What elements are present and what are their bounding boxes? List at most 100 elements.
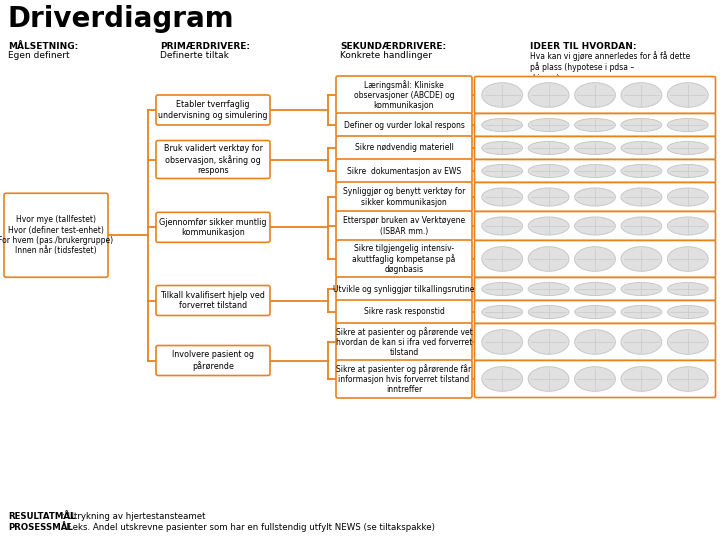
Text: Konkrete handlinger: Konkrete handlinger	[340, 51, 432, 60]
Ellipse shape	[667, 165, 708, 178]
Ellipse shape	[482, 188, 523, 206]
Text: Læringsmål: Kliniske
observasjoner (ABCDE) og
kommunikasjon: Læringsmål: Kliniske observasjoner (ABCD…	[354, 80, 454, 110]
Text: PRIMÆRDRIVERE:: PRIMÆRDRIVERE:	[160, 42, 250, 51]
FancyBboxPatch shape	[156, 95, 270, 125]
FancyBboxPatch shape	[474, 159, 716, 183]
Ellipse shape	[575, 330, 616, 354]
Text: Sikre at pasienter og pårørende vet
hvordan de kan si ifra ved forverret
tilstan: Sikre at pasienter og pårørende vet hvor…	[336, 327, 472, 357]
Ellipse shape	[482, 282, 523, 295]
FancyBboxPatch shape	[336, 113, 472, 137]
Ellipse shape	[621, 118, 662, 132]
Text: Etabler tverrfaglig
undervisning og simulering: Etabler tverrfaglig undervisning og simu…	[158, 100, 268, 120]
FancyBboxPatch shape	[474, 77, 716, 113]
Text: Etterspør bruken av Verktøyene
(ISBAR mm.): Etterspør bruken av Verktøyene (ISBAR mm…	[343, 217, 465, 235]
FancyBboxPatch shape	[474, 278, 716, 300]
FancyBboxPatch shape	[336, 240, 472, 278]
Ellipse shape	[621, 247, 662, 271]
Ellipse shape	[667, 330, 708, 354]
FancyBboxPatch shape	[474, 361, 716, 397]
Ellipse shape	[667, 247, 708, 271]
Ellipse shape	[667, 367, 708, 392]
Text: Driverdiagram: Driverdiagram	[8, 5, 235, 33]
FancyBboxPatch shape	[336, 300, 472, 324]
FancyBboxPatch shape	[474, 240, 716, 278]
Text: PROSESSMÅL: PROSESSMÅL	[8, 523, 73, 532]
Ellipse shape	[528, 217, 569, 235]
Text: Sikre rask responstid: Sikre rask responstid	[364, 307, 444, 316]
FancyBboxPatch shape	[156, 212, 270, 242]
Text: Tilkall kvalifisert hjelp ved
forverret tilstand: Tilkall kvalifisert hjelp ved forverret …	[161, 291, 266, 310]
Ellipse shape	[528, 118, 569, 132]
Text: : Utrykning av hjertestansteamet: : Utrykning av hjertestansteamet	[62, 512, 205, 521]
FancyBboxPatch shape	[474, 113, 716, 137]
Ellipse shape	[667, 188, 708, 206]
Text: Sikre nødvendig materiell: Sikre nødvendig materiell	[354, 144, 454, 152]
Ellipse shape	[528, 306, 569, 319]
Ellipse shape	[528, 282, 569, 295]
Text: Hva kan vi gjøre annerledes for å få dette
på plass (hypotese i pdsa –
skjema): Hva kan vi gjøre annerledes for å få det…	[530, 51, 690, 83]
FancyBboxPatch shape	[474, 183, 716, 212]
FancyBboxPatch shape	[336, 182, 472, 212]
Ellipse shape	[528, 83, 569, 107]
Ellipse shape	[621, 306, 662, 319]
Ellipse shape	[482, 330, 523, 354]
Text: IDEER TIL HVORDAN:: IDEER TIL HVORDAN:	[530, 42, 636, 51]
Ellipse shape	[575, 118, 616, 132]
Ellipse shape	[482, 165, 523, 178]
Ellipse shape	[667, 83, 708, 107]
Ellipse shape	[667, 282, 708, 295]
Text: Gjennomfør sikker muntlig
kommunikasjon: Gjennomfør sikker muntlig kommunikasjon	[159, 218, 266, 237]
Text: SEKUNDÆRDRIVERE:: SEKUNDÆRDRIVERE:	[340, 42, 446, 51]
Ellipse shape	[575, 306, 616, 319]
Ellipse shape	[575, 83, 616, 107]
Ellipse shape	[482, 118, 523, 132]
Text: MÅLSETNING:: MÅLSETNING:	[8, 42, 78, 51]
Ellipse shape	[528, 330, 569, 354]
FancyBboxPatch shape	[336, 76, 472, 114]
Ellipse shape	[482, 217, 523, 235]
FancyBboxPatch shape	[156, 346, 270, 375]
FancyBboxPatch shape	[336, 136, 472, 160]
Ellipse shape	[621, 188, 662, 206]
FancyBboxPatch shape	[336, 360, 472, 398]
Ellipse shape	[528, 165, 569, 178]
FancyBboxPatch shape	[336, 211, 472, 241]
FancyBboxPatch shape	[336, 323, 472, 361]
Text: Involvere pasient og
pårørende: Involvere pasient og pårørende	[172, 350, 254, 371]
Text: Hvor mye (tallfestet)
Hvor (definer test-enhet)
For hvem (pas./brukergruppe)
Inn: Hvor mye (tallfestet) Hvor (definer test…	[0, 215, 114, 255]
Ellipse shape	[482, 83, 523, 107]
Ellipse shape	[528, 367, 569, 392]
Text: Sikre tilgjengelig intensiv-
akuttfaglig kompetanse på
døgnbasis: Sikre tilgjengelig intensiv- akuttfaglig…	[352, 244, 456, 274]
Text: Sikre at pasienter og pårørende får
informasjon hvis forverret tilstand
inntreff: Sikre at pasienter og pårørende får info…	[336, 363, 472, 394]
FancyBboxPatch shape	[336, 277, 472, 301]
Ellipse shape	[621, 330, 662, 354]
Ellipse shape	[482, 306, 523, 319]
FancyBboxPatch shape	[336, 159, 472, 183]
Ellipse shape	[575, 282, 616, 295]
Ellipse shape	[667, 141, 708, 154]
Ellipse shape	[528, 141, 569, 154]
Text: Synliggjør og benytt verktøy for
sikker kommunikasjon: Synliggjør og benytt verktøy for sikker …	[343, 187, 465, 207]
Ellipse shape	[482, 141, 523, 154]
Ellipse shape	[621, 83, 662, 107]
FancyBboxPatch shape	[156, 140, 270, 179]
Ellipse shape	[575, 367, 616, 392]
Ellipse shape	[667, 217, 708, 235]
Text: RESULTATMÅL: RESULTATMÅL	[8, 512, 76, 521]
Ellipse shape	[667, 306, 708, 319]
Ellipse shape	[575, 217, 616, 235]
Ellipse shape	[482, 367, 523, 392]
Text: :  F.eks. Andel utskrevne pasienter som har en fullstendig utfylt NEWS (se tilta: : F.eks. Andel utskrevne pasienter som h…	[58, 523, 435, 532]
Ellipse shape	[482, 247, 523, 271]
FancyBboxPatch shape	[474, 212, 716, 240]
Text: Utvikle og synliggjør tilkallingsrutine: Utvikle og synliggjør tilkallingsrutine	[333, 285, 474, 294]
FancyBboxPatch shape	[156, 286, 270, 315]
Ellipse shape	[621, 165, 662, 178]
Ellipse shape	[575, 247, 616, 271]
Ellipse shape	[575, 141, 616, 154]
Ellipse shape	[667, 118, 708, 132]
Ellipse shape	[575, 165, 616, 178]
Text: Definer og vurder lokal respons: Definer og vurder lokal respons	[343, 120, 464, 130]
Text: Egen definert: Egen definert	[8, 51, 70, 60]
Ellipse shape	[575, 188, 616, 206]
